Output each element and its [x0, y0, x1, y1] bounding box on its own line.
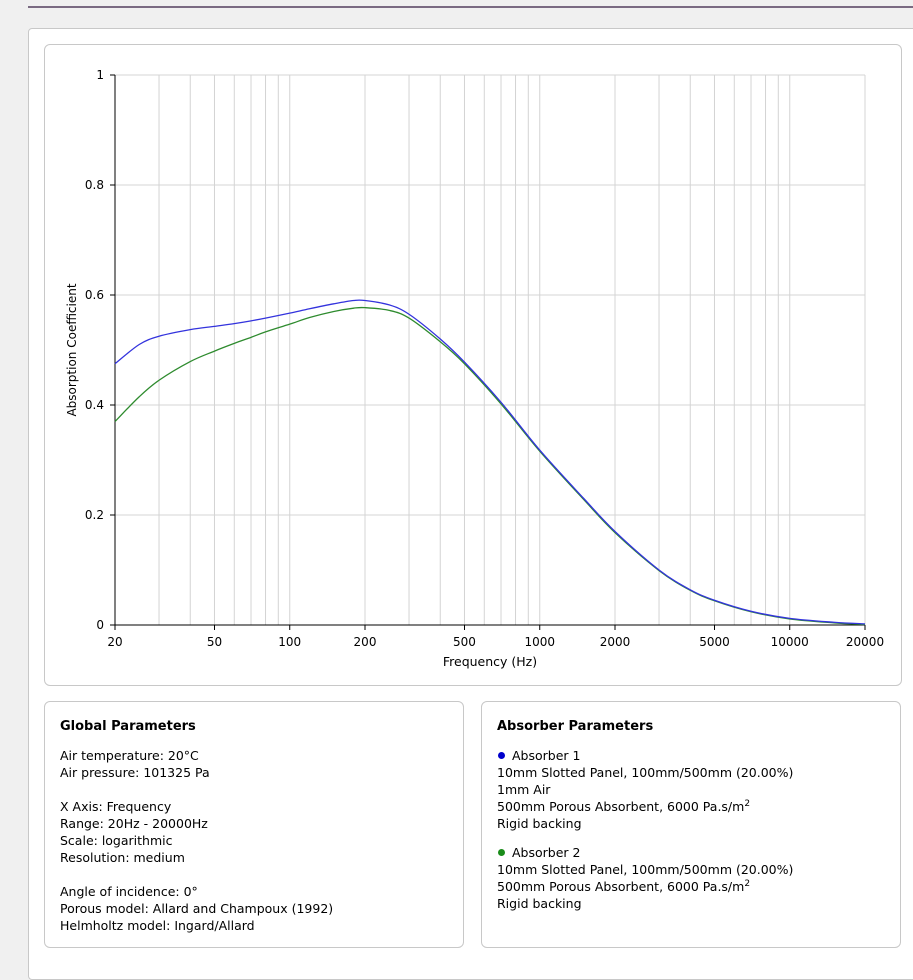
- y-axis-title: Absorption Coefficient: [65, 283, 79, 416]
- series-line-absorber-2: [114, 306, 866, 626]
- helmholtz-model: Helmholtz model: Ingard/Allard: [60, 918, 255, 933]
- absorber-1-dot-icon: [498, 752, 505, 759]
- x-tick-label: 2000: [600, 635, 631, 649]
- absorber-1-header: Absorber 1: [497, 747, 885, 764]
- y-tick-label: 0.6: [85, 288, 104, 302]
- top-divider: [28, 6, 913, 8]
- absorber-1-layer-2: 1mm Air: [497, 782, 551, 797]
- absorption-chart: 0 0.2 0.4 0.6 0.8 1 20 50 100 200 500 1000 2000 5000 1…: [65, 68, 884, 669]
- x-tick-label: 50: [207, 635, 222, 649]
- x-tick-label: 100: [278, 635, 301, 649]
- x-tick-label: 5000: [699, 635, 730, 649]
- air-pressure: Air pressure: 101325 Pa: [60, 765, 210, 780]
- absorber-2-layer-1: 10mm Slotted Panel, 100mm/500mm (20.00%): [497, 862, 794, 877]
- y-tick-label: 0.8: [85, 178, 104, 192]
- absorber-2-layer-2-exponent: 2: [744, 878, 751, 889]
- scale-setting: Scale: logarithmic: [60, 833, 173, 848]
- x-tick-label: 10000: [771, 635, 809, 649]
- series-line-absorber-1: [114, 299, 866, 625]
- chart-container: 0 0.2 0.4 0.6 0.8 1 20 50 100 200 500 1000 2000 5000 1…: [44, 44, 902, 686]
- absorber-1-name: Absorber 1: [512, 748, 581, 763]
- global-parameters-panel: Global Parameters Air temperature: 20°C …: [44, 701, 464, 948]
- air-temperature: Air temperature: 20°C: [60, 748, 199, 763]
- absorber-2-name: Absorber 2: [512, 845, 581, 860]
- porous-model: Porous model: Allard and Champoux (1992): [60, 901, 334, 916]
- absorber-parameters-title: Absorber Parameters: [497, 719, 654, 734]
- range-setting: Range: 20Hz - 20000Hz: [60, 816, 208, 831]
- resolution-setting: Resolution: medium: [60, 850, 185, 865]
- absorber-1-layer-3: 500mm Porous Absorbent, 6000 Pa.s/m2: [497, 798, 885, 815]
- x-tick-label: 500: [453, 635, 476, 649]
- absorber-1-backing: Rigid backing: [497, 816, 582, 831]
- x-axis-setting: X Axis: Frequency: [60, 799, 172, 814]
- y-tick-label: 0.2: [85, 508, 104, 522]
- angle-of-incidence: Angle of incidence: 0°: [60, 884, 198, 899]
- y-tick-label: 0: [96, 618, 104, 632]
- absorber-2-layer-2: 500mm Porous Absorbent, 6000 Pa.s/m2: [497, 878, 885, 895]
- absorber-2-backing: Rigid backing: [497, 896, 582, 911]
- x-tick-label: 20000: [846, 635, 884, 649]
- x-tick-label: 20: [107, 635, 122, 649]
- absorber-parameters-panel: Absorber Parameters Absorber 1 10mm Slot…: [481, 701, 901, 948]
- x-axis-title: Frequency (Hz): [443, 654, 537, 669]
- absorber-1-layer-3-text: 500mm Porous Absorbent, 6000 Pa.s/m: [497, 799, 745, 814]
- x-tick-label: 200: [354, 635, 377, 649]
- x-tick-label: 1000: [524, 635, 555, 649]
- y-tick-label: 0.4: [85, 398, 104, 412]
- absorber-1-layer-3-exponent: 2: [744, 798, 751, 809]
- absorber-2-header: Absorber 2: [497, 844, 885, 861]
- absorber-2-layer-2-text: 500mm Porous Absorbent, 6000 Pa.s/m: [497, 879, 745, 894]
- y-tick-label: 1: [96, 68, 104, 82]
- absorber-1-layer-1: 10mm Slotted Panel, 100mm/500mm (20.00%): [497, 765, 794, 780]
- global-parameters-title: Global Parameters: [60, 719, 196, 734]
- absorber-2-dot-icon: [498, 849, 505, 856]
